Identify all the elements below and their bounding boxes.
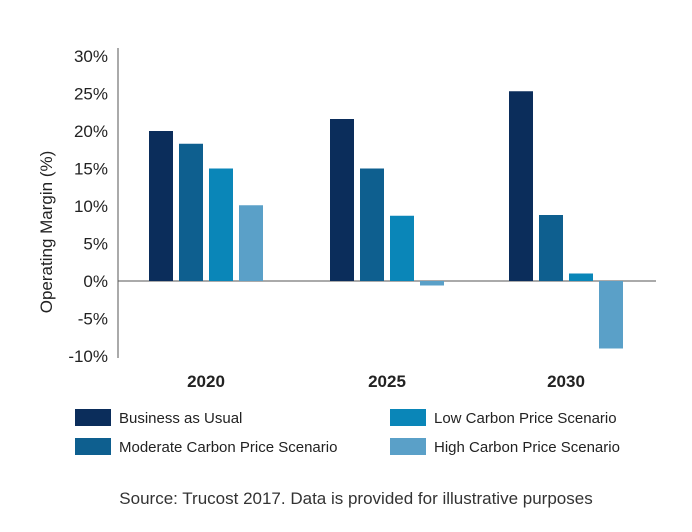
y-tick-label: 15% xyxy=(74,160,108,179)
bar xyxy=(569,273,593,281)
y-tick-label: 30% xyxy=(74,47,108,66)
y-tick-label: 10% xyxy=(74,197,108,216)
legend-item: Business as Usual xyxy=(75,409,242,427)
y-axis-title: Operating Margin (%) xyxy=(37,151,56,314)
y-tick-label: -10% xyxy=(68,347,108,366)
y-tick-label: -5% xyxy=(78,310,108,329)
bar xyxy=(209,168,233,281)
legend-label: Low Carbon Price Scenario xyxy=(434,410,617,427)
bar xyxy=(360,168,384,281)
legend-swatch xyxy=(390,409,426,426)
legend-label: Moderate Carbon Price Scenario xyxy=(119,439,337,456)
bar xyxy=(149,131,173,281)
bar xyxy=(509,91,533,281)
legend-item: Low Carbon Price Scenario xyxy=(390,409,617,427)
y-tick-label: 5% xyxy=(83,235,108,254)
y-tick-label: 0% xyxy=(83,272,108,291)
legend-item: High Carbon Price Scenario xyxy=(390,438,620,456)
bar xyxy=(390,215,414,281)
legend-item: Moderate Carbon Price Scenario xyxy=(75,438,337,456)
plot-area: 30% 25% 20% 15% 10% 5% 0% -5% -10% 2020 2025 2030 xyxy=(68,47,656,391)
bar xyxy=(539,215,563,281)
bar xyxy=(330,119,354,281)
legend-label: Business as Usual xyxy=(119,410,242,427)
y-tick-label: 20% xyxy=(74,122,108,141)
x-category-label: 2025 xyxy=(368,372,406,391)
legend-label: High Carbon Price Scenario xyxy=(434,439,620,456)
legend: Business as Usual Moderate Carbon Price S… xyxy=(75,409,620,456)
source-note: Source: Trucost 2017. Data is provided f… xyxy=(119,489,592,508)
x-category-label: 2020 xyxy=(187,372,225,391)
y-tick-label: 25% xyxy=(74,85,108,104)
legend-swatch xyxy=(390,438,426,455)
bar xyxy=(420,281,444,286)
x-category-label: 2030 xyxy=(547,372,585,391)
bar xyxy=(599,281,623,349)
bar xyxy=(179,143,203,281)
legend-swatch xyxy=(75,409,111,426)
bar xyxy=(239,205,263,281)
legend-swatch xyxy=(75,438,111,455)
